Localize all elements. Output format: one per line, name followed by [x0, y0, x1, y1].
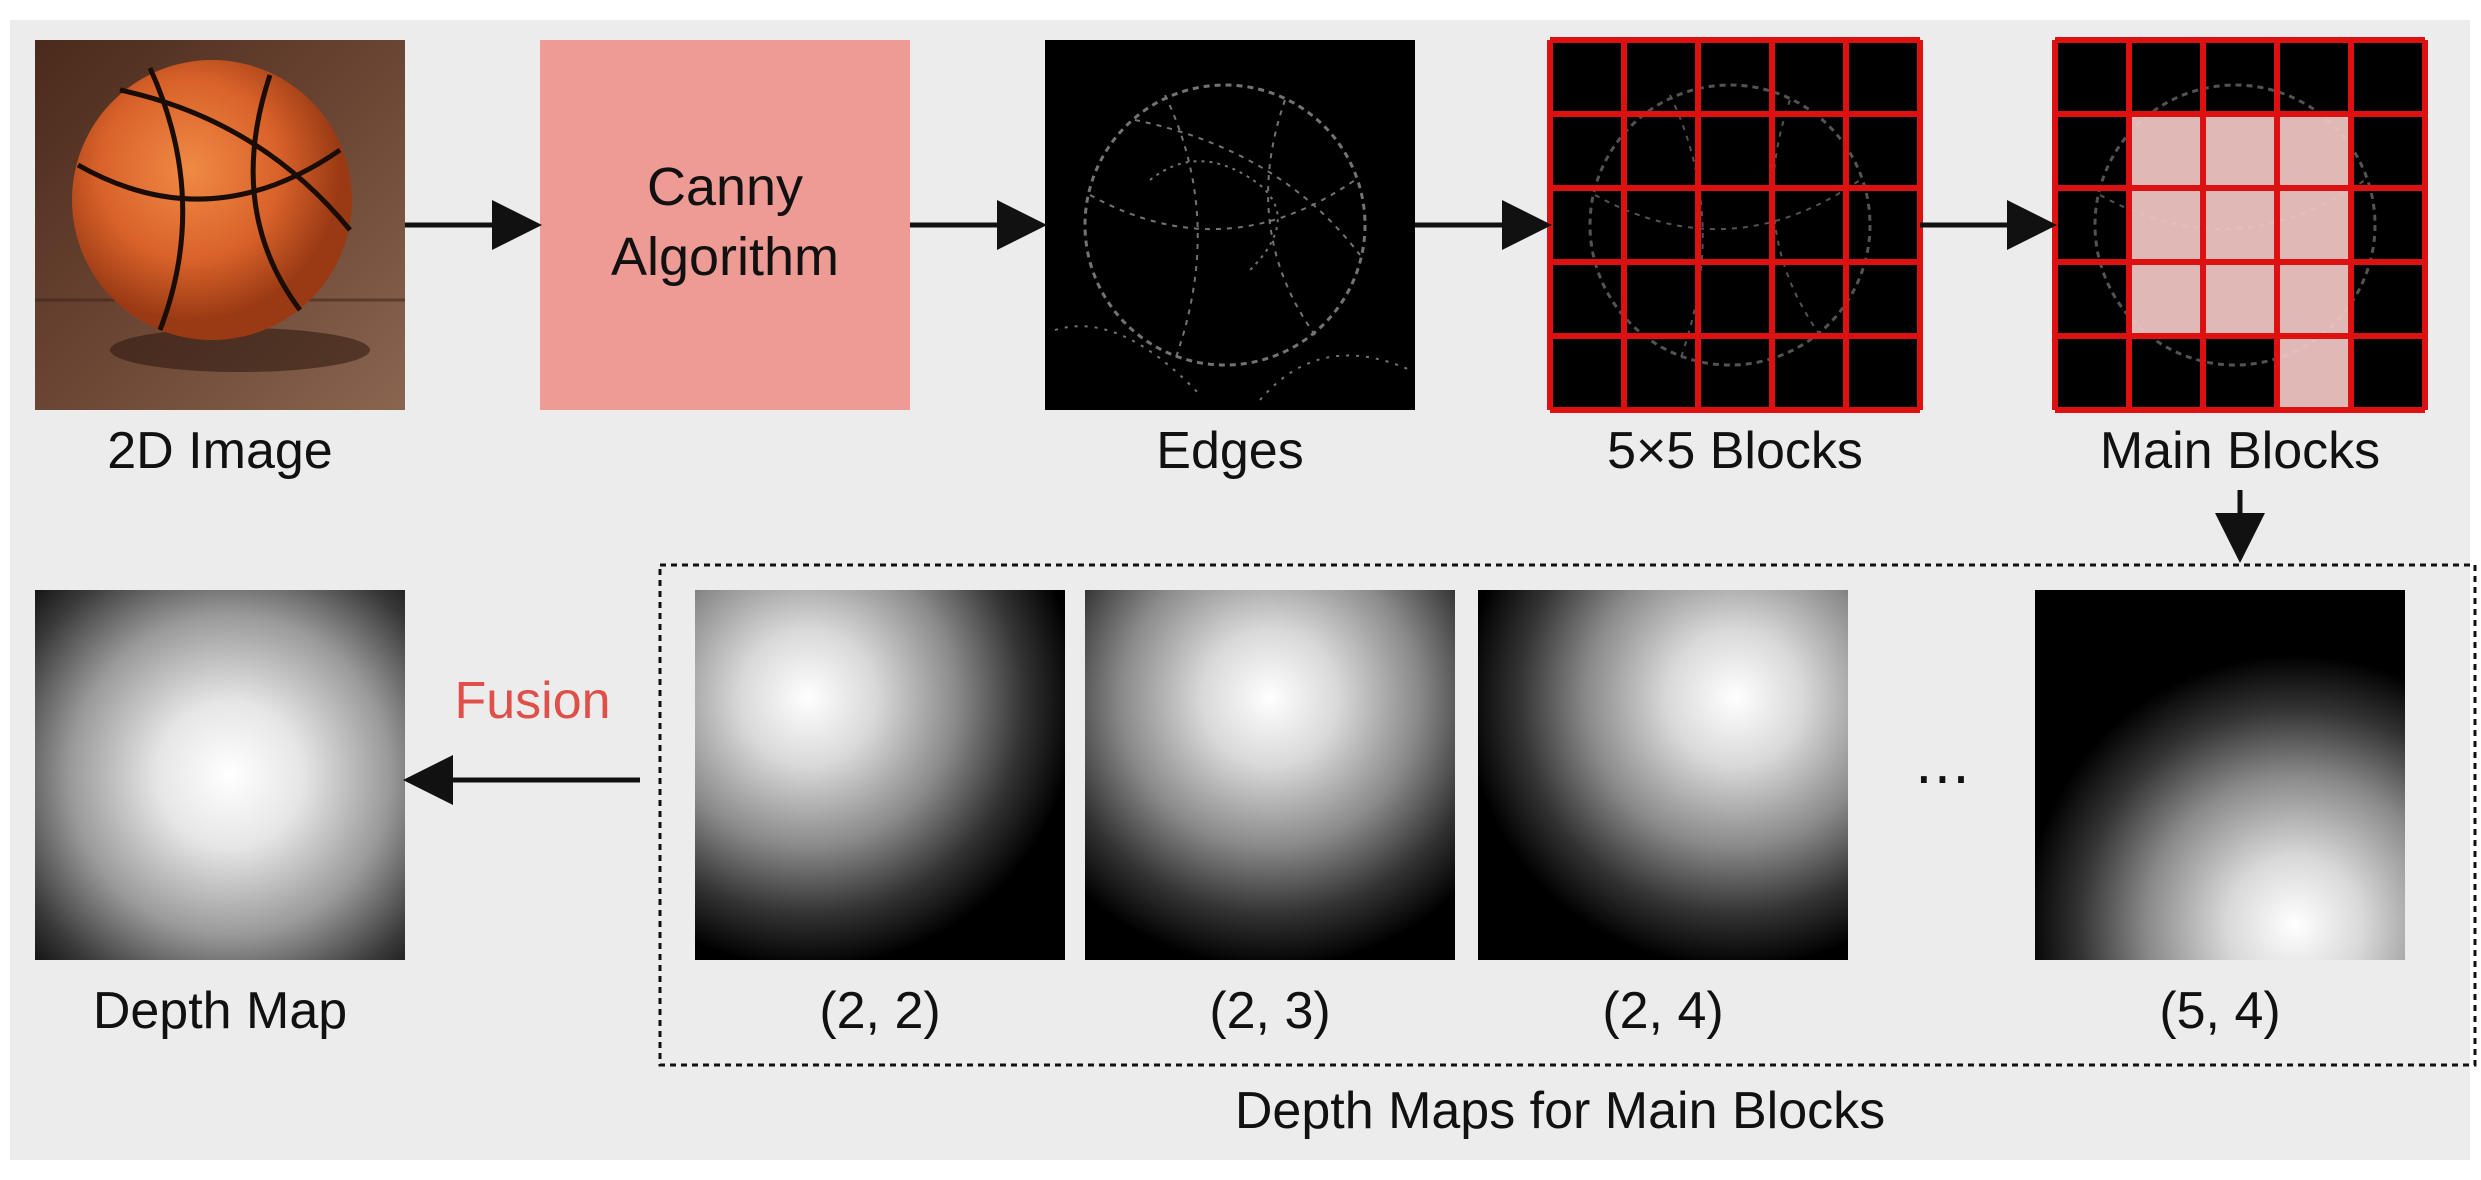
depth-map-label-2-3: (2, 3) [1209, 982, 1331, 1040]
canny-text-line1: Canny [646, 157, 804, 217]
ellipsis-label: ⋯ [1914, 746, 1971, 809]
main-block-cell [2129, 114, 2203, 188]
main-block-cell [2129, 188, 2203, 262]
depth-map-label-2-2: (2, 2) [819, 982, 941, 1040]
canny-algorithm-box [540, 40, 910, 410]
blocks-label: 5×5 Blocks [1607, 422, 1863, 480]
depth-map-2-2 [695, 590, 1065, 960]
input-image-label: 2D Image [107, 422, 333, 480]
main-block-cell [2203, 262, 2277, 336]
depth-map-label-5-4: (5, 4) [2159, 982, 2281, 1040]
edges-image [1045, 40, 1415, 410]
main-block-cell [2203, 114, 2277, 188]
depth-map-label-2-4: (2, 4) [1602, 982, 1724, 1040]
main-block-cell [2277, 262, 2351, 336]
canny-text-line2: Algorithm [610, 227, 840, 287]
blocks-grid-image [1547, 37, 1923, 413]
depth-map-label: Depth Map [92, 982, 348, 1040]
edges-label: Edges [1156, 422, 1304, 480]
main-block-cell [2203, 188, 2277, 262]
main-block-cell [2129, 262, 2203, 336]
fusion-label: Fusion [454, 672, 611, 730]
depth-map-5-4 [2035, 590, 2405, 960]
main-blocks-label: Main Blocks [2099, 422, 2381, 480]
depth-map-2-4 [1478, 590, 1848, 960]
input-image-basketball [35, 40, 405, 410]
main-block-cell [2277, 114, 2351, 188]
fused-depth-map [35, 590, 405, 960]
main-block-cell [2277, 188, 2351, 262]
main-block-cell [2277, 336, 2351, 410]
depth-maps-group-label: Depth Maps for Main Blocks [1234, 1082, 1886, 1140]
main-blocks-image [2052, 37, 2428, 413]
depth-map-2-3 [1085, 590, 1455, 960]
depth-maps-group-box [658, 563, 2477, 1067]
